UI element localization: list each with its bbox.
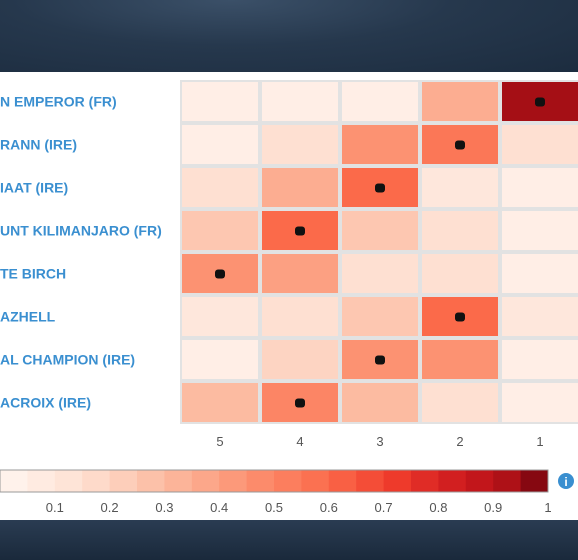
- heatmap-cell[interactable]: [342, 125, 418, 164]
- column-label: 1: [536, 434, 543, 449]
- colorbar-tick-label: 0.9: [484, 500, 502, 515]
- heatmap-cell[interactable]: [182, 125, 258, 164]
- heatmap-cell[interactable]: [182, 383, 258, 422]
- row-label[interactable]: ACROIX (IRE): [0, 395, 91, 411]
- colorbar-segment: [493, 470, 522, 492]
- row-label[interactable]: UNT KILIMANJARO (FR): [0, 223, 162, 239]
- row-label[interactable]: IAAT (IRE): [0, 180, 68, 196]
- heatmap-cell[interactable]: [342, 82, 418, 121]
- heatmap-cell[interactable]: [262, 254, 338, 293]
- heatmap-cell[interactable]: [182, 211, 258, 250]
- colorbar-segment: [54, 470, 83, 492]
- colorbar-segment: [465, 470, 494, 492]
- heatmap-cell[interactable]: [262, 82, 338, 121]
- marker-dot: [215, 269, 225, 279]
- heatmap-cell[interactable]: [342, 383, 418, 422]
- colorbar-segment: [27, 470, 56, 492]
- heatmap-cell[interactable]: [182, 82, 258, 121]
- colorbar-segment: [137, 470, 165, 492]
- heatmap-cell[interactable]: [342, 211, 418, 250]
- marker-dot: [455, 312, 465, 322]
- colorbar-segment: [0, 470, 28, 492]
- column-label: 3: [376, 434, 383, 449]
- colorbar-tick-label: 0.3: [155, 500, 173, 515]
- colorbar-tick-label: 0.1: [46, 500, 64, 515]
- colorbar-tick-label: 1: [544, 500, 551, 515]
- row-label[interactable]: TE BIRCH: [0, 266, 66, 282]
- colorbar-border: [0, 469, 549, 493]
- heatmap-cell[interactable]: [262, 340, 338, 379]
- heatmap-cell[interactable]: [422, 211, 498, 250]
- colorbar-segment: [383, 470, 412, 492]
- heatmap-cell[interactable]: [262, 125, 338, 164]
- marker-dot: [295, 226, 305, 236]
- colorbar-tick-label: 0.2: [101, 500, 119, 515]
- heatmap-cell[interactable]: [262, 168, 338, 207]
- row-label[interactable]: AZHELL: [0, 309, 56, 325]
- heatmap-cell[interactable]: [502, 254, 578, 293]
- column-label: 5: [216, 434, 223, 449]
- colorbar-segment: [328, 470, 357, 492]
- colorbar-segment: [191, 470, 220, 492]
- heatmap-cell[interactable]: [182, 297, 258, 336]
- heatmap-cell[interactable]: [182, 168, 258, 207]
- heatmap-cell[interactable]: [422, 383, 498, 422]
- colorbar-segment: [301, 470, 330, 492]
- colorbar-tick-label: 0.8: [429, 500, 447, 515]
- marker-dot: [375, 183, 385, 193]
- heatmap-cell[interactable]: [182, 340, 258, 379]
- colorbar-segment: [411, 470, 439, 492]
- heatmap-cell[interactable]: [502, 297, 578, 336]
- heatmap-cell[interactable]: [502, 211, 578, 250]
- heatmap-cell[interactable]: [502, 125, 578, 164]
- row-label[interactable]: N EMPEROR (FR): [0, 94, 117, 110]
- heatmap-cell[interactable]: [502, 383, 578, 422]
- heatmap-cell[interactable]: [342, 254, 418, 293]
- colorbar-tick-label: 0.5: [265, 500, 283, 515]
- marker-dot: [455, 140, 465, 150]
- background-bottom: [0, 520, 578, 560]
- heatmap-cell[interactable]: [422, 82, 498, 121]
- colorbar-segment: [164, 470, 193, 492]
- colorbar-tick-label: 0.6: [320, 500, 338, 515]
- marker-dot: [375, 355, 385, 365]
- chart-panel: N EMPEROR (FR) RANN (IRE) IAAT (IRE) UNT KI…: [0, 72, 578, 520]
- row-label[interactable]: RANN (IRE): [0, 137, 77, 153]
- colorbar-segment: [274, 470, 302, 492]
- colorbar-segment: [109, 470, 138, 492]
- colorbar-tick-label: 0.4: [210, 500, 228, 515]
- heatmap-cell[interactable]: [502, 168, 578, 207]
- heatmap-cell[interactable]: [342, 297, 418, 336]
- colorbar-segment: [219, 470, 248, 492]
- background-top: [0, 0, 578, 72]
- heatmap-chart: N EMPEROR (FR) RANN (IRE) IAAT (IRE) UNT KI…: [0, 80, 578, 515]
- info-icon-glyph: i: [564, 475, 567, 489]
- colorbar-segment: [356, 470, 385, 492]
- row-label[interactable]: AL CHAMPION (IRE): [0, 352, 135, 368]
- heatmap-cell[interactable]: [262, 297, 338, 336]
- colorbar-segment: [246, 470, 275, 492]
- heatmap-cell[interactable]: [422, 340, 498, 379]
- heatmap-cell[interactable]: [422, 254, 498, 293]
- info-icon[interactable]: [558, 473, 574, 489]
- heatmap-cell[interactable]: [502, 340, 578, 379]
- colorbar-tick-label: 0.7: [375, 500, 393, 515]
- colorbar-segment: [438, 470, 467, 492]
- column-label: 2: [456, 434, 463, 449]
- colorbar-segment: [82, 470, 111, 492]
- marker-dot: [535, 97, 545, 107]
- marker-dot: [295, 398, 305, 408]
- column-label: 4: [296, 434, 303, 449]
- heatmap-cell[interactable]: [422, 168, 498, 207]
- colorbar-segment: [520, 470, 549, 492]
